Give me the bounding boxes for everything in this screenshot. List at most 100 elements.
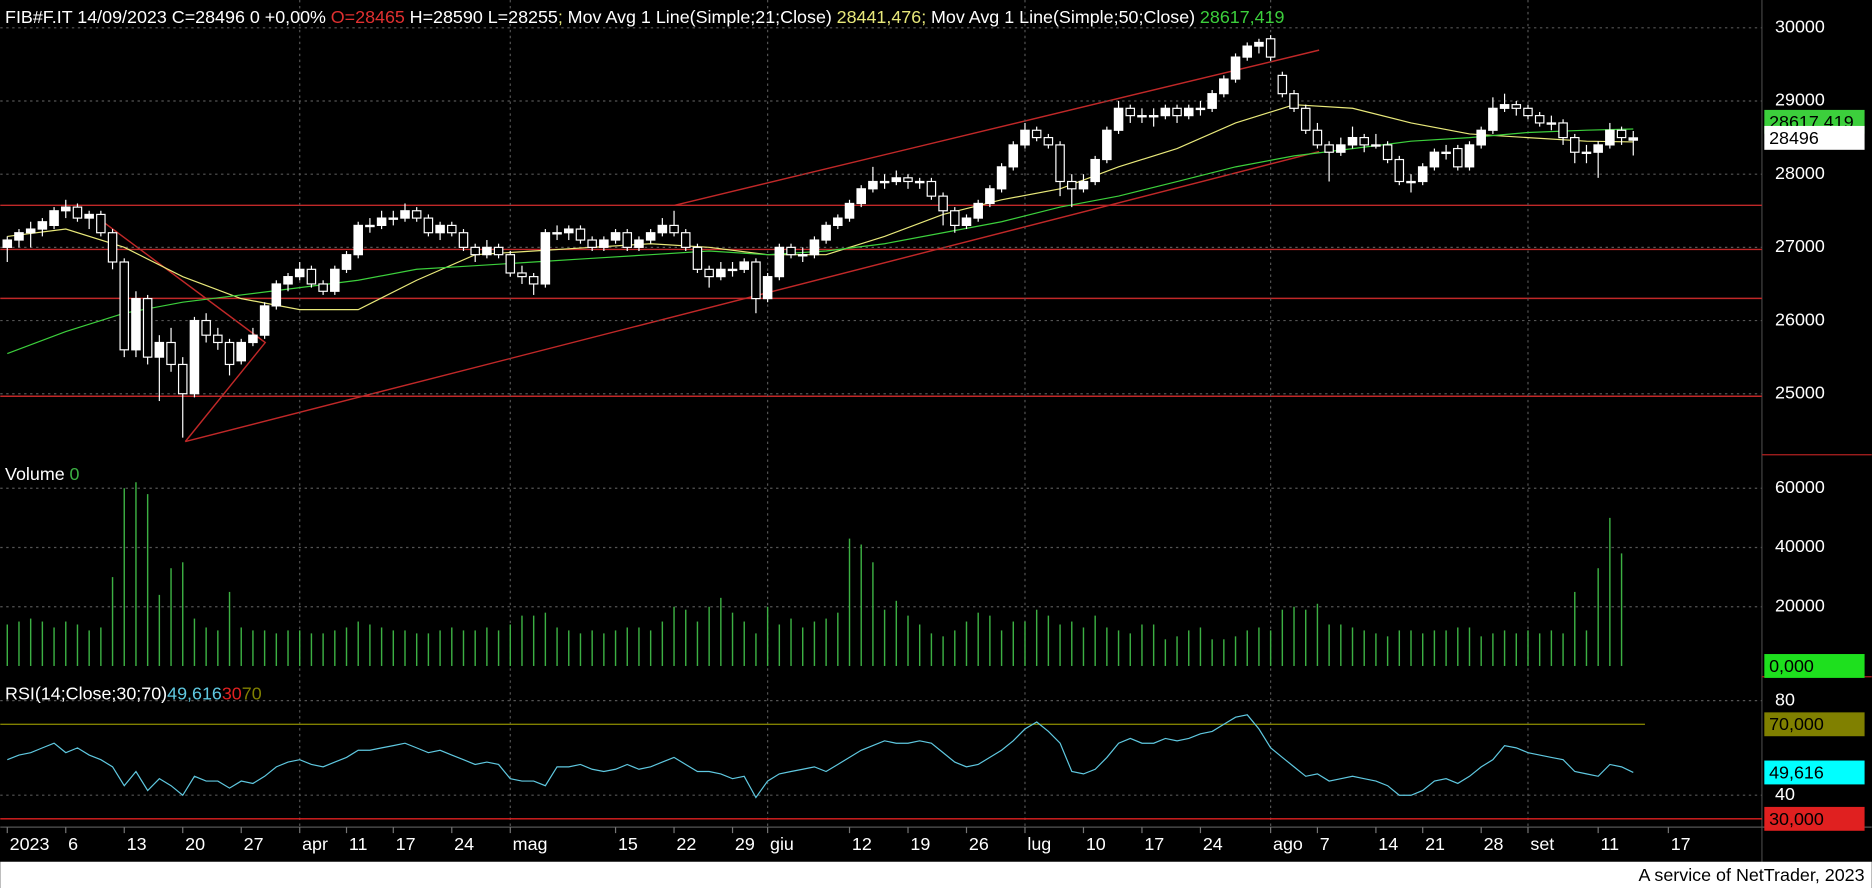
candle-body: [1207, 93, 1217, 109]
candle-body: [692, 246, 703, 270]
x-tick-label: 19: [910, 834, 930, 854]
candle-body: [1628, 137, 1639, 141]
y-tick-label: 25000: [1775, 382, 1825, 402]
candle-body: [458, 232, 469, 248]
candle-body: [1581, 151, 1592, 155]
candle-body: [96, 213, 106, 234]
candle-body: [1113, 107, 1124, 131]
candle-body: [973, 202, 983, 219]
candle-body: [60, 206, 71, 212]
candle-body: [49, 210, 59, 227]
candle-body: [704, 268, 714, 278]
candle-body: [563, 228, 574, 234]
candle-body: [1499, 104, 1510, 109]
header-item: O=28465: [331, 7, 405, 27]
candle-body: [470, 246, 480, 256]
candle-body: [505, 254, 516, 274]
candle-body: [1371, 144, 1381, 147]
candle-body: [411, 210, 422, 219]
candle-body: [914, 180, 925, 184]
candle-body: [341, 254, 352, 270]
candle-body: [1230, 56, 1241, 80]
rsi-level-label: 30: [222, 683, 242, 703]
candle-body: [1558, 122, 1568, 139]
candle-body: [294, 268, 305, 278]
candle-body: [72, 206, 83, 219]
triangle: [101, 220, 267, 443]
candle-body: [388, 217, 399, 220]
candle-body: [1441, 151, 1451, 155]
candle-body: [926, 180, 937, 197]
candle-body: [1394, 158, 1405, 183]
candle-body: [645, 232, 656, 241]
x-tick-label: 24: [454, 834, 474, 854]
footer: A service of NetTrader, 2023: [1639, 865, 1865, 885]
candle-body: [1523, 107, 1533, 117]
candle-body: [1031, 129, 1042, 139]
x-tick-label: 12: [852, 834, 872, 854]
candle-body: [599, 239, 609, 248]
candle-body: [1090, 158, 1100, 183]
price-tag-box: [1764, 125, 1865, 150]
candle-body: [1406, 180, 1416, 184]
candle-body: [868, 180, 878, 190]
x-tick-label: 21: [1425, 834, 1445, 854]
candle-body: [493, 246, 504, 256]
header-item: Mov Avg 1 Line(Simple;50;Close): [931, 7, 1195, 27]
candle-body: [575, 228, 586, 241]
candle-body: [786, 246, 796, 256]
candle-body: [517, 272, 527, 278]
candle-body: [1289, 93, 1299, 109]
candle-body: [84, 213, 94, 219]
y-tick-label: 20000: [1775, 595, 1825, 615]
candle-body: [1043, 136, 1054, 146]
candle-body: [634, 239, 644, 248]
x-tick-label: 17: [396, 834, 416, 854]
volume-tag: 0,000: [1769, 656, 1814, 676]
x-tick-label: 11: [349, 834, 368, 854]
candle-body: [1347, 136, 1358, 146]
y-tick-label: 28000: [1775, 163, 1825, 183]
candle-body: [271, 283, 282, 307]
candle-body: [1265, 38, 1276, 58]
header-item: ;: [921, 7, 926, 27]
candle-body: [107, 232, 118, 263]
x-tick-label: 11: [1601, 834, 1620, 854]
candle-body: [1546, 122, 1557, 125]
x-tick-label: 7: [1320, 834, 1330, 854]
x-tick-label: giu: [770, 834, 794, 854]
candle-body: [14, 232, 24, 241]
candle-body: [1417, 166, 1428, 183]
candle-body: [1312, 129, 1323, 146]
candle-body: [809, 239, 820, 256]
candle-body: [201, 319, 211, 336]
candle-body: [166, 341, 176, 366]
candle-body: [528, 276, 539, 285]
candle-body: [1066, 180, 1077, 190]
y-tick-label: 40000: [1775, 536, 1825, 556]
candle-body: [727, 268, 738, 272]
candle-body: [1125, 107, 1136, 117]
candle-body: [37, 221, 48, 230]
y-tick-label: 26000: [1775, 309, 1825, 329]
candle-body: [189, 319, 200, 395]
header-item: Mov Avg 1 Line(Simple;21;Close): [568, 7, 832, 27]
y-tick-label: 80: [1775, 689, 1795, 709]
rsi-level-tag: 70,000: [1769, 714, 1824, 734]
candle-body: [353, 224, 363, 256]
x-tick-label: 26: [969, 834, 989, 854]
y-tick-label: 40: [1775, 784, 1795, 804]
candle-body: [833, 217, 843, 227]
rsi-tag: 49,616: [1769, 762, 1824, 782]
trend-line: [674, 49, 1320, 206]
header-item: 28441,476: [837, 7, 922, 27]
candle-body: [1511, 104, 1522, 109]
drawings: [0, 49, 1762, 443]
candle-body: [248, 334, 258, 344]
candle-body: [821, 224, 831, 241]
rsi-level-label: 70: [242, 683, 262, 703]
candle-body: [25, 228, 36, 234]
